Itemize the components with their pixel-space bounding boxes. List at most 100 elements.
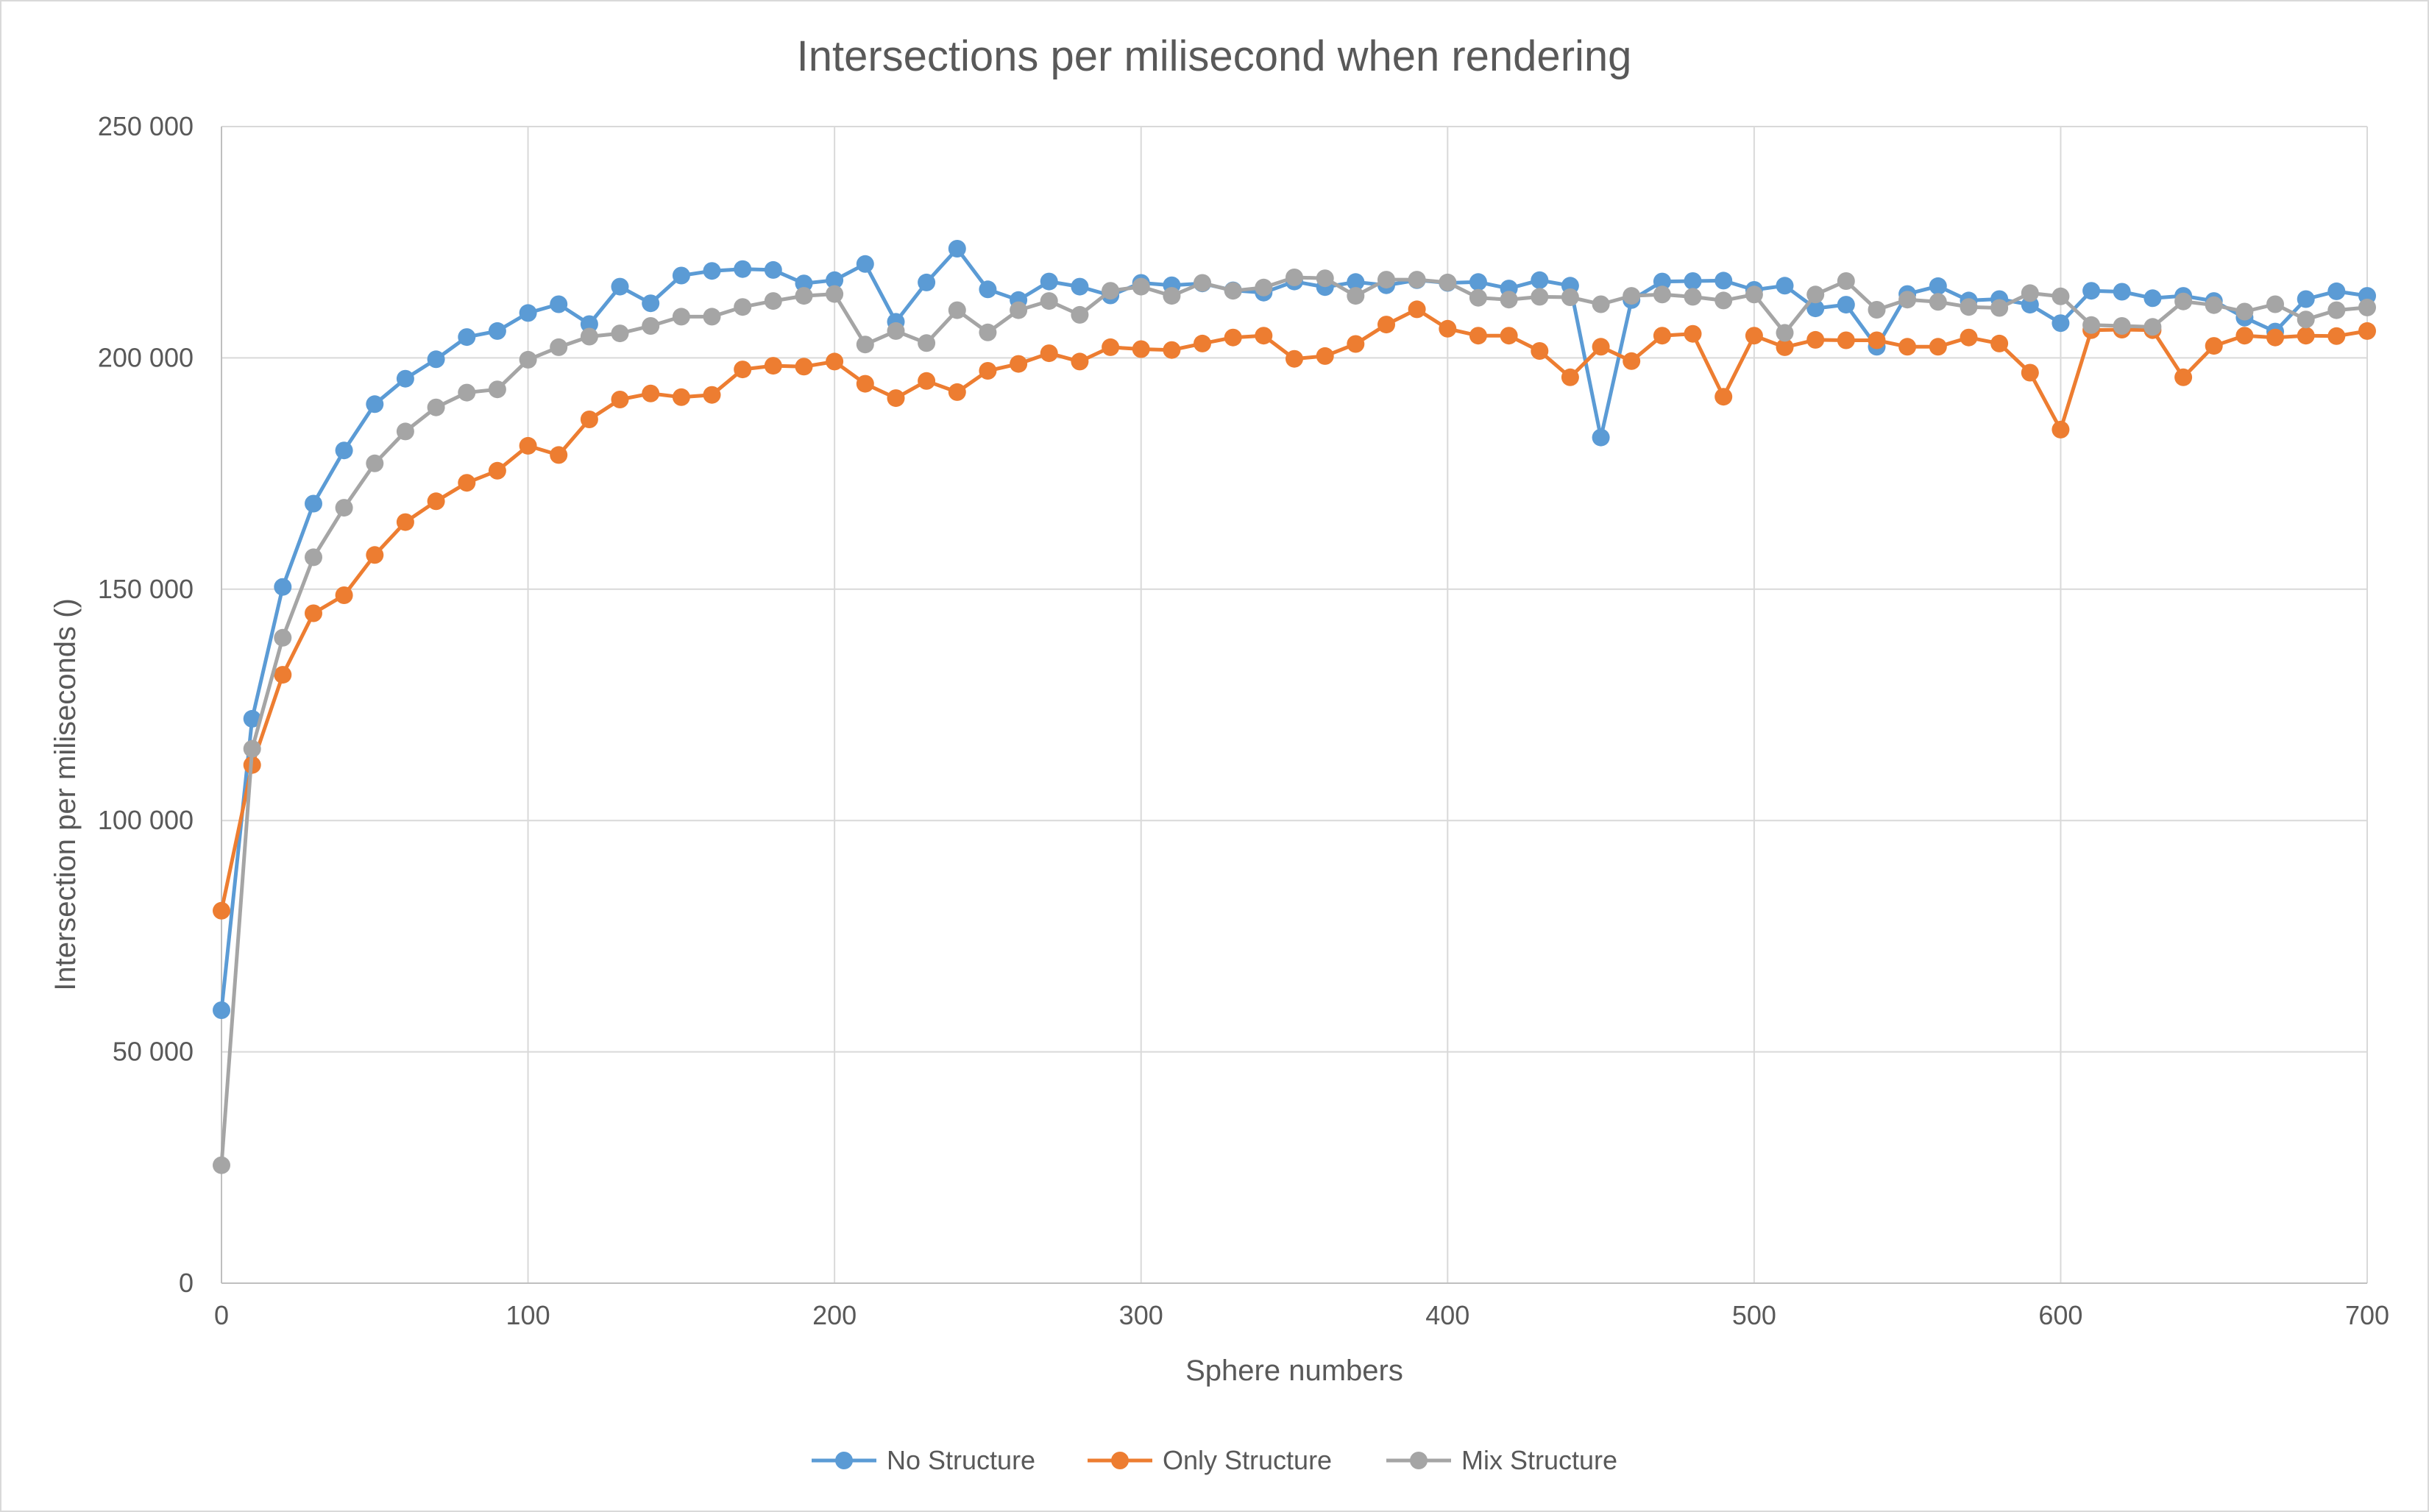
data-point: [1837, 331, 1855, 349]
data-point: [1347, 273, 1365, 291]
data-point: [734, 361, 752, 379]
data-point: [856, 255, 874, 273]
data-point: [1500, 327, 1518, 345]
data-point: [1806, 285, 1825, 304]
data-point: [948, 240, 966, 258]
legend-marker: [1111, 1452, 1129, 1469]
data-point: [580, 411, 598, 428]
data-point: [1132, 277, 1150, 296]
data-point: [1102, 282, 1120, 300]
data-point: [488, 322, 506, 340]
data-point: [1990, 299, 2009, 317]
data-point: [611, 391, 629, 408]
data-point: [826, 271, 844, 289]
data-point: [1929, 293, 1947, 311]
data-point: [1684, 272, 1702, 290]
data-point: [887, 322, 905, 340]
data-point: [826, 352, 844, 371]
x-tick-label: 0: [214, 1300, 229, 1330]
series-2: [213, 300, 2376, 920]
data-point: [1347, 287, 1365, 305]
data-point: [918, 372, 936, 390]
data-point: [1071, 277, 1089, 296]
data-point: [2052, 420, 2070, 439]
data-point: [2266, 328, 2284, 347]
data-point: [519, 436, 537, 455]
data-point: [1439, 273, 1457, 291]
data-point: [1684, 288, 1702, 306]
data-point: [1653, 285, 1671, 304]
data-point: [703, 262, 721, 280]
data-point: [979, 323, 997, 341]
y-tick-label: 250 000: [98, 111, 194, 141]
data-point: [1561, 368, 1579, 386]
data-point: [488, 461, 506, 480]
data-point: [703, 308, 721, 326]
data-point: [1316, 269, 1334, 288]
grid: [221, 126, 2368, 1284]
legend-item-1: No Structure: [812, 1445, 1035, 1475]
data-point: [213, 901, 230, 920]
data-point: [1286, 349, 1303, 368]
data-point: [1347, 335, 1365, 353]
data-point: [1806, 330, 1825, 349]
series-line: [219, 275, 2368, 1165]
data-point: [1745, 327, 1763, 345]
legend-label: Mix Structure: [1461, 1445, 1617, 1475]
data-point: [918, 273, 936, 291]
data-point: [335, 441, 353, 460]
data-point: [2143, 289, 2162, 308]
data-point: [2235, 327, 2254, 345]
data-point: [1377, 271, 1395, 289]
data-point: [366, 395, 384, 414]
legend-marker: [835, 1452, 853, 1469]
data-point: [2082, 282, 2101, 300]
data-point: [672, 308, 690, 326]
x-tick-label: 200: [812, 1300, 857, 1330]
data-point: [642, 384, 660, 402]
data-point: [1868, 301, 1886, 319]
data-point: [918, 334, 936, 352]
data-point: [1592, 295, 1610, 313]
data-point: [1010, 301, 1028, 319]
data-point: [2297, 327, 2315, 345]
data-point: [1531, 271, 1549, 289]
data-point: [305, 494, 322, 513]
data-point: [611, 324, 629, 343]
data-point: [1224, 328, 1242, 347]
y-tick-label: 50 000: [113, 1037, 194, 1067]
chart-title: Intersections per milisecond when render…: [797, 32, 1632, 80]
data-point: [1776, 277, 1794, 295]
data-point: [458, 328, 476, 347]
data-point: [979, 280, 997, 299]
data-point: [2327, 301, 2346, 319]
data-point: [1132, 340, 1150, 358]
data-point: [2358, 322, 2376, 340]
data-point: [1623, 287, 1641, 305]
legend-item-3: Mix Structure: [1386, 1445, 1617, 1475]
data-point: [366, 454, 384, 472]
data-point: [213, 1001, 230, 1019]
data-point: [703, 386, 721, 404]
data-point: [1469, 288, 1487, 307]
series-3: [213, 269, 2376, 1174]
data-point: [1408, 271, 1426, 289]
data-point: [1868, 331, 1886, 349]
data-point: [1469, 273, 1487, 291]
data-point: [2205, 337, 2223, 355]
data-point: [1929, 277, 1947, 295]
data-point: [1040, 344, 1058, 363]
data-point: [1040, 292, 1058, 310]
data-point: [2113, 283, 2131, 301]
data-point: [1837, 296, 1855, 314]
data-point: [1960, 298, 1978, 316]
data-point: [795, 358, 813, 376]
data-point: [396, 513, 414, 531]
x-tick-label: 500: [1732, 1300, 1776, 1330]
data-point: [642, 294, 660, 313]
axes: 0 50 000 100 000 150 000 200 000 250 000 0 100 2…: [98, 111, 2389, 1330]
data-point: [550, 338, 568, 356]
data-point: [427, 398, 445, 416]
data-point: [1531, 342, 1549, 360]
